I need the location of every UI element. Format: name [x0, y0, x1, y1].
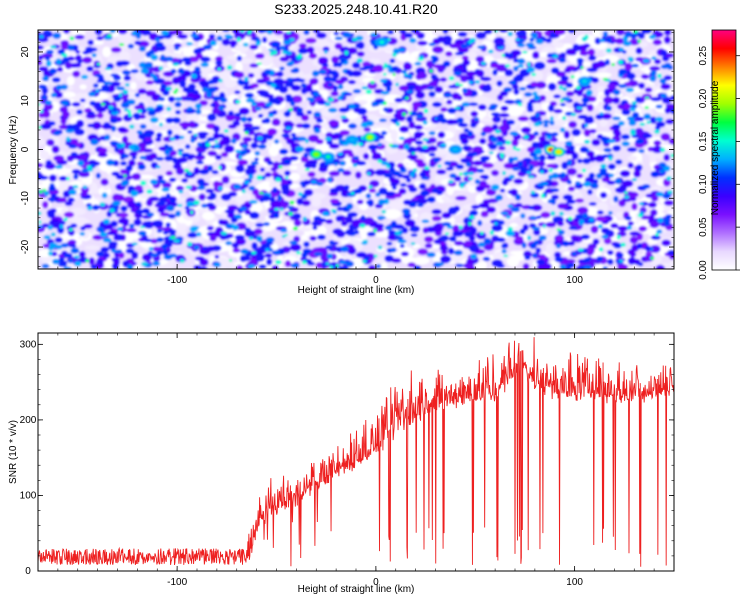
snr-series-line: [38, 337, 674, 567]
colorbar-gradient: [711, 29, 737, 271]
heatmap-hotspot: [325, 154, 331, 159]
heatmap-hotspot: [377, 142, 383, 147]
snr-panel: -100 0 100 0 100 200 300 Height of straight li…: [8, 332, 675, 595]
snr-xlabel: Height of straight line (km): [298, 584, 415, 595]
x-tick-label: 100: [566, 577, 583, 588]
heatmap-ylabel: Frequency (Hz): [8, 116, 19, 185]
x-tick-label: 100: [566, 275, 583, 286]
colorbar-tick-label: 0.00: [698, 260, 709, 280]
heatmap-field: [38, 30, 674, 269]
heatmap-hotspot: [349, 137, 355, 142]
heatmap-hotspot: [548, 147, 554, 152]
y-tick-label: -20: [20, 239, 31, 254]
x-tick-label: -100: [167, 275, 187, 286]
heatmap-hotspot: [313, 152, 319, 157]
snr-ylabel: SNR (10 * v/v): [8, 420, 19, 484]
y-tick-label: -10: [20, 191, 31, 206]
y-tick-label: 200: [20, 415, 37, 426]
figure-title: S233.2025.248.10.41.R20: [274, 1, 438, 17]
heatmap-hotspot: [452, 147, 458, 152]
heatmap-xlabel: Height of straight line (km): [298, 285, 415, 296]
x-tick-label: 0: [373, 577, 379, 588]
colorbar-tick-label: 0.10: [698, 174, 709, 194]
colorbar-tick-label: 0.25: [698, 46, 709, 66]
x-tick-label: -100: [167, 577, 187, 588]
y-tick-label: 100: [20, 490, 37, 501]
heatmap-hotspot: [75, 50, 81, 54]
heatmap-hotspot: [184, 206, 190, 210]
y-tick-label: 0: [25, 566, 31, 577]
heatmap-hotspot: [333, 162, 339, 167]
y-tick-label: 20: [20, 46, 31, 58]
heatmap-hotspot: [214, 254, 220, 259]
snr-axes: -100 0 100 0 100 200 300: [20, 333, 675, 588]
colorbar: 0.00 0.05 0.10 0.15 0.20 0.25 Normalized spec…: [698, 29, 740, 280]
y-tick-label: 0: [20, 146, 31, 152]
y-tick-label: 300: [20, 339, 37, 350]
colorbar-tick-label: 0.05: [698, 217, 709, 237]
heatmap-hotspot: [254, 157, 260, 162]
heatmap-hotspot: [556, 150, 562, 154]
colorbar-tick-label: 0.20: [698, 88, 709, 108]
heatmap-hotspot: [608, 211, 613, 215]
heatmap-hotspot: [582, 79, 587, 84]
heatmap-hotspot: [472, 152, 478, 157]
heatmap-hotspot: [367, 135, 373, 140]
heatmap-hotspot: [492, 235, 498, 240]
heatmap-hotspot: [379, 40, 385, 45]
y-tick-label: 10: [20, 95, 31, 107]
heatmap-hotspot: [115, 74, 120, 79]
colorbar-tick-label: 0.15: [698, 131, 709, 151]
heatmap-hotspot: [621, 50, 627, 54]
colorbar-label: Normalized spectral amplitude: [710, 80, 721, 215]
x-tick-label: 0: [373, 275, 379, 286]
